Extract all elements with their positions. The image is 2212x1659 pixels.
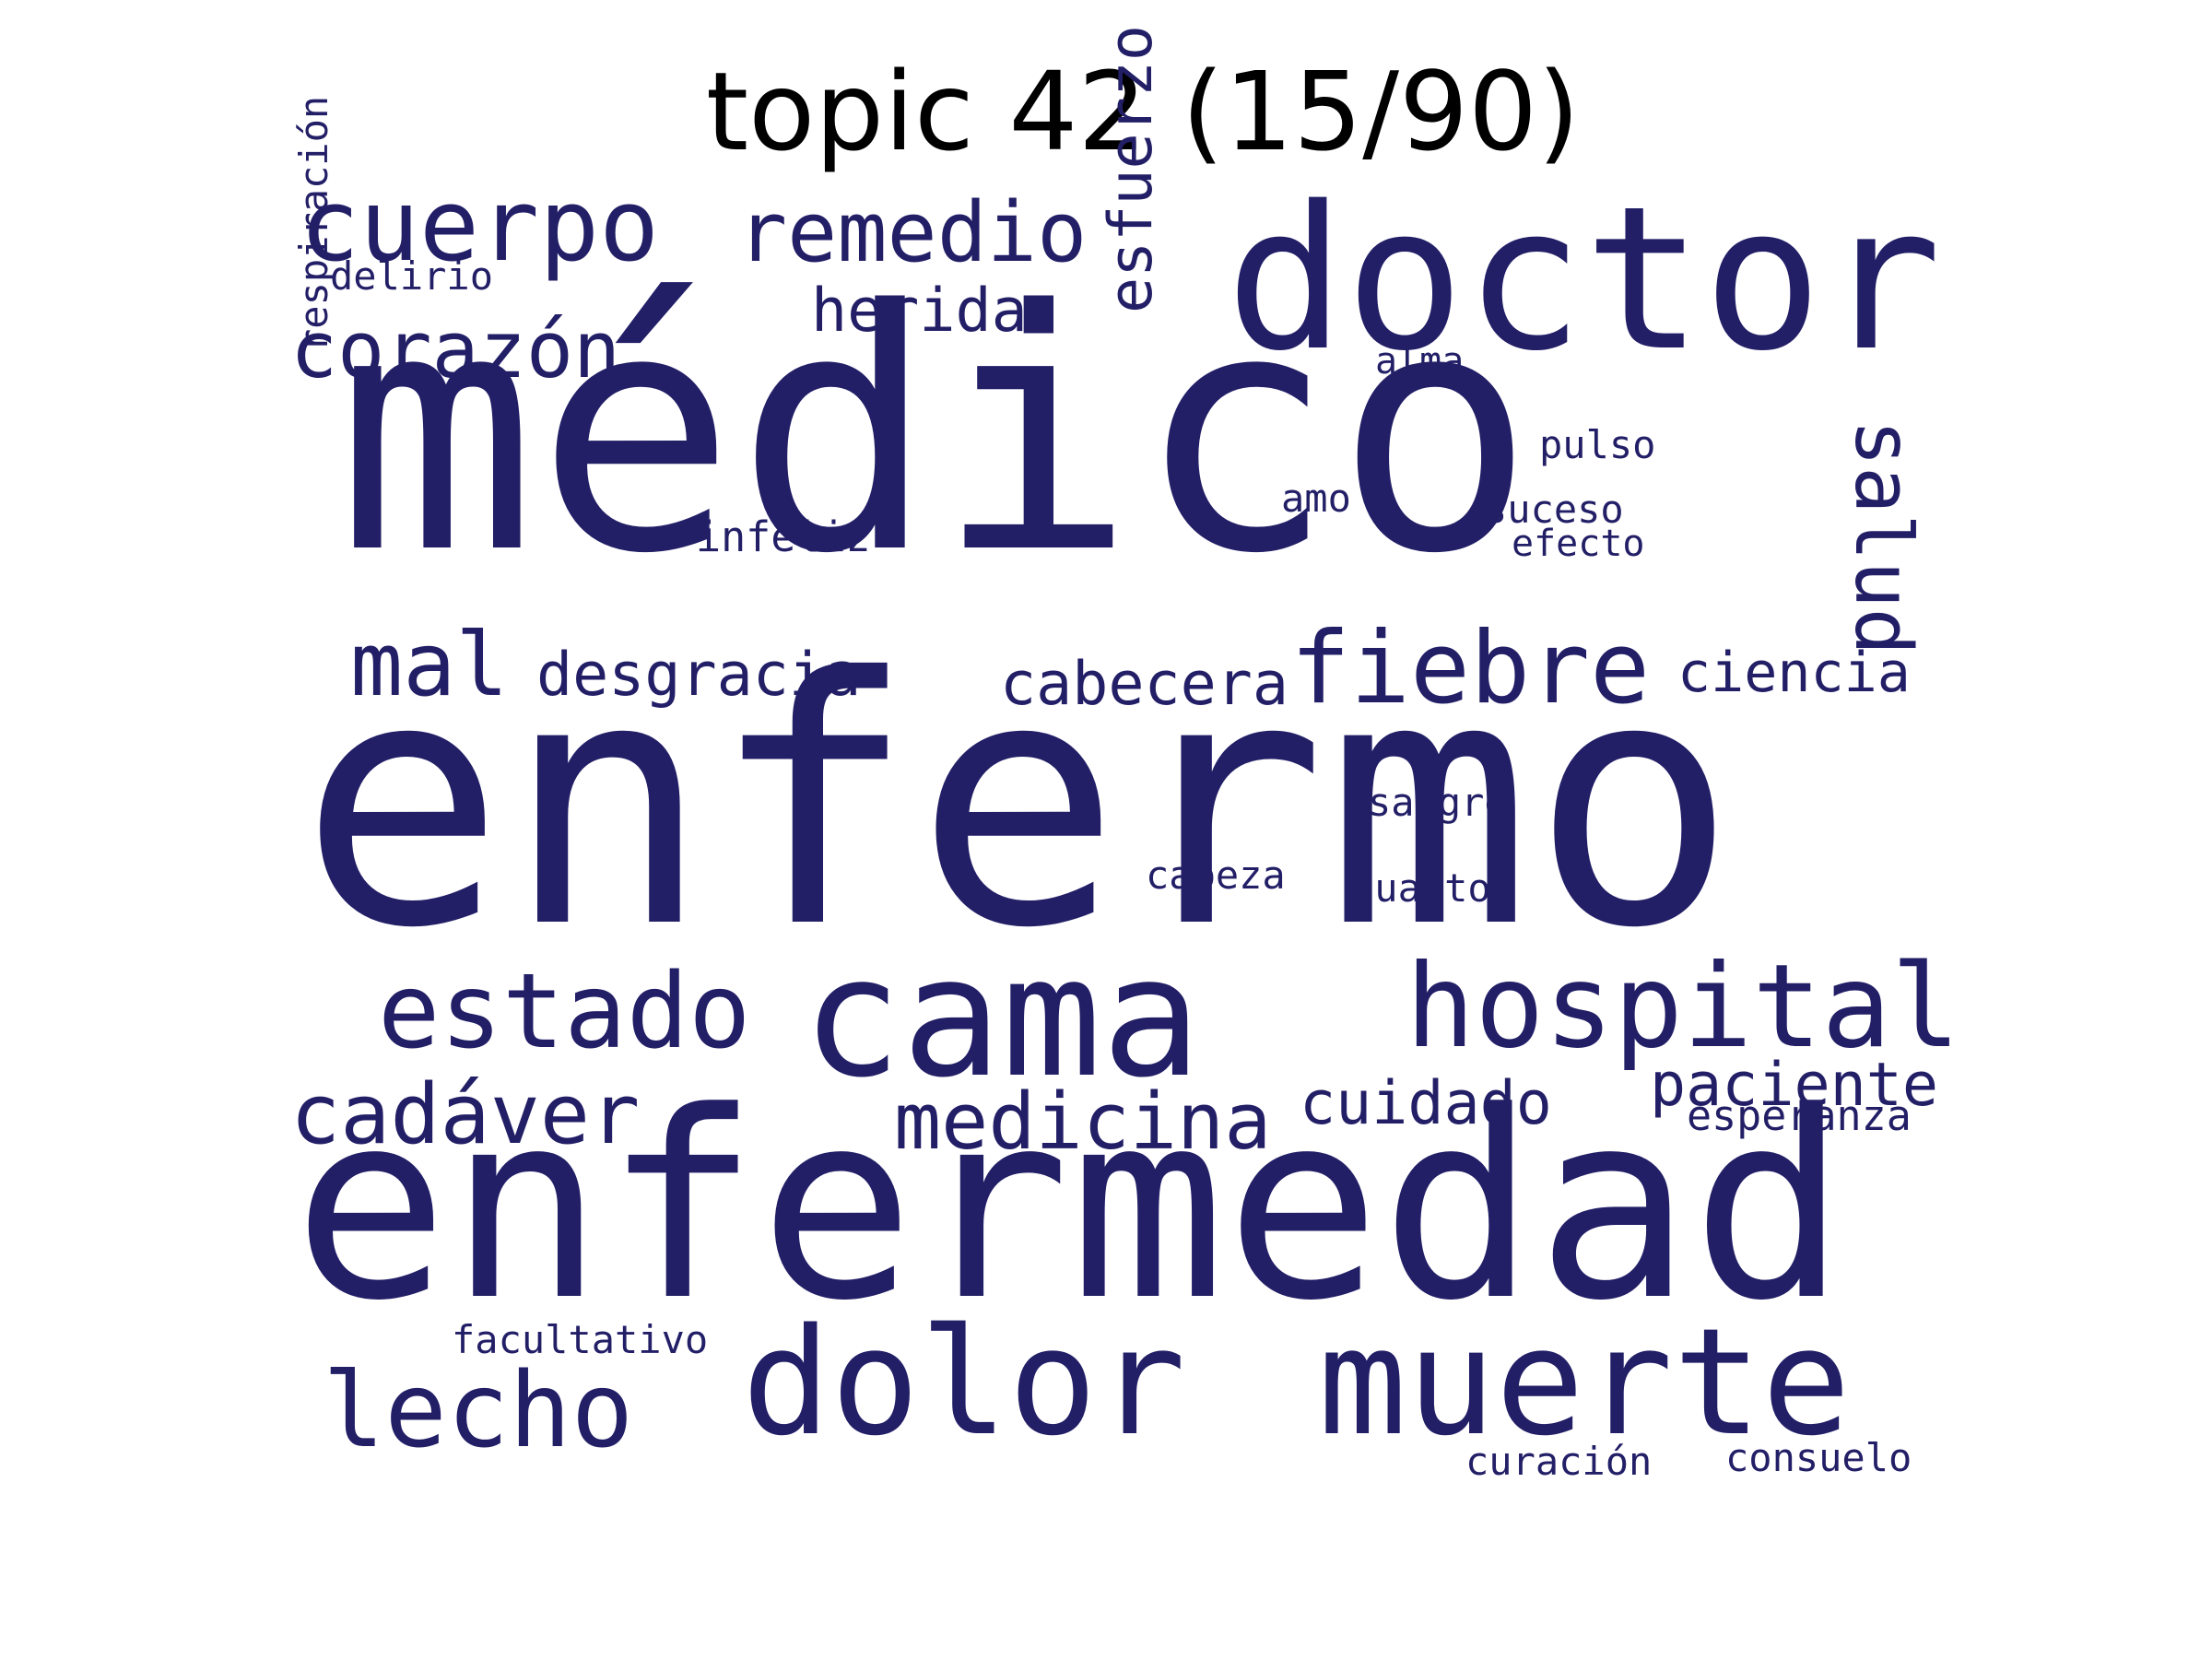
word-alma: alma [1375, 340, 1465, 382]
word-cuidado: cuidado [1300, 1069, 1552, 1138]
word-delirio: delirio [330, 253, 494, 299]
word-lecho: lecho [323, 1351, 634, 1471]
word-respiracion: respiración [291, 95, 336, 352]
word-herida: herida [811, 276, 1028, 346]
word-dolor: dolor [742, 1296, 1186, 1468]
word-infeliz: infeliz [696, 512, 871, 561]
word-doctor: doctor [1226, 163, 1942, 394]
word-consuelo: consuelo [1725, 1435, 1912, 1480]
word-cuarto: cuarto [1351, 865, 1491, 911]
word-remedio: remedio [737, 184, 1088, 281]
chart-title: topic 42 (15/90) [705, 48, 1581, 175]
word-facultativo: facultativo [452, 1317, 709, 1362]
word-enfermedad: enfermedad [293, 1057, 1847, 1358]
word-sangre: sangre [1368, 780, 1508, 825]
word-cabeza: cabeza [1146, 853, 1286, 898]
word-suceso: suceso [1484, 487, 1624, 532]
word-cama: cama [802, 922, 1202, 1114]
word-curacion: curación [1465, 1439, 1653, 1484]
word-pulso: pulso [1539, 422, 1656, 467]
word-fiebre: fiebre [1290, 611, 1651, 726]
word-enfermo: enfermo [300, 606, 1737, 1003]
word-ciencia: ciencia [1677, 641, 1911, 705]
word-muerte: muerte [1318, 1296, 1851, 1468]
word-esfuerzo: esfuerzo [1097, 24, 1166, 313]
word-efecto: efecto [1512, 523, 1645, 565]
word-medico: médico [336, 240, 1535, 626]
word-desgracia: desgracia [536, 641, 862, 710]
word-mal: mal [350, 615, 509, 716]
word-cuerpo: cuerpo [300, 169, 660, 284]
word-estado: estado [378, 952, 751, 1072]
word-paciente: paciente [1650, 1051, 1939, 1120]
word-esperanza: esperanza [1687, 1091, 1912, 1140]
word-medicina: medicina [894, 1077, 1272, 1168]
word-cadaver: cadáver [290, 1066, 641, 1163]
word-cabecera: cabecera [1000, 650, 1289, 719]
word-hospital: hospital [1406, 940, 1961, 1074]
word-amo: amo [1281, 476, 1351, 521]
word-corazon: corazón [290, 305, 621, 396]
word-salud: salud [1837, 419, 1928, 655]
